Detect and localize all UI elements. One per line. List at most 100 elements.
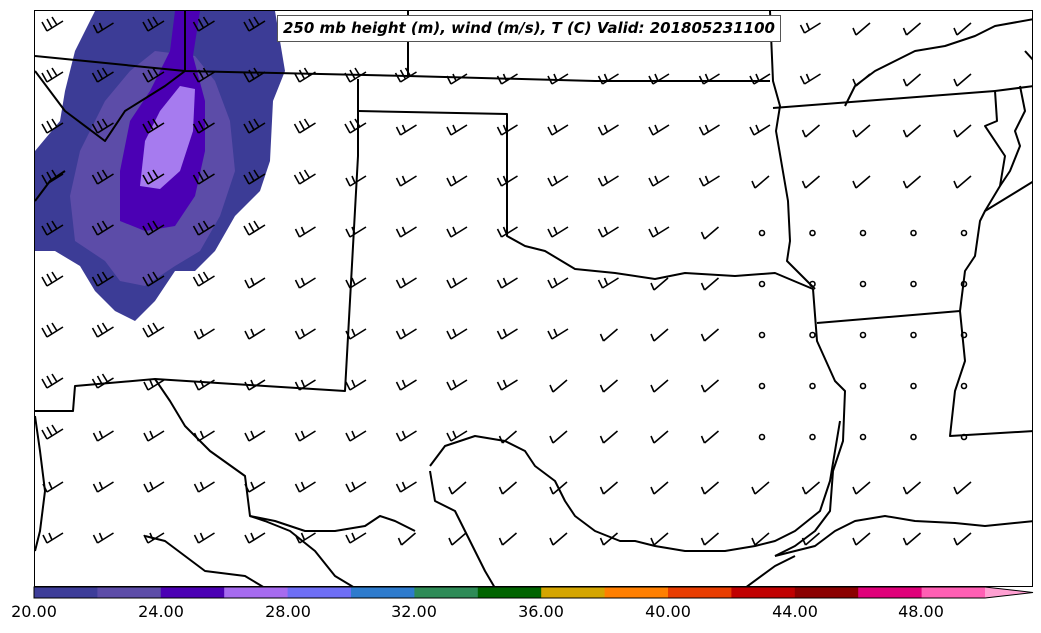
wind-barb <box>446 124 468 136</box>
colorbar-segment <box>921 587 986 598</box>
wind-barb <box>547 328 569 340</box>
wind-barb <box>496 175 518 187</box>
wind-barb <box>597 73 619 85</box>
temperature-fill <box>35 11 285 321</box>
wind-barb <box>902 22 922 36</box>
wind-barb <box>192 67 215 83</box>
wind-barb <box>650 430 669 444</box>
wind-barb <box>700 277 720 291</box>
wind-barb <box>852 532 871 546</box>
wind-barb <box>549 481 568 495</box>
wind-barb <box>446 430 468 442</box>
wind-barb <box>92 430 114 442</box>
colorbar-segment <box>668 587 732 598</box>
tick-label-44: 44.00 <box>772 602 818 621</box>
wind-barb-calm <box>859 331 867 339</box>
wind-barb <box>852 175 871 189</box>
wind-barb <box>953 532 972 546</box>
wind-barb <box>41 16 64 32</box>
wind-barb <box>902 481 922 495</box>
wind-barb <box>597 124 619 136</box>
wind-barb <box>293 67 316 83</box>
wind-barb <box>395 277 417 289</box>
map-canvas <box>35 11 1032 586</box>
wind-barb <box>345 175 367 187</box>
colorbar-segment <box>224 587 289 598</box>
wind-barb <box>446 277 468 289</box>
wind-barb-calm <box>960 331 968 339</box>
wind-barb <box>700 481 720 495</box>
wind-barb <box>852 481 871 495</box>
wind-barb-calm <box>910 382 917 390</box>
wind-barb <box>41 220 64 236</box>
wind-barb <box>193 328 215 340</box>
wind-barb-calm <box>859 229 867 237</box>
wind-barb <box>92 22 114 34</box>
wind-barb-calm <box>960 280 968 288</box>
wind-barb <box>801 124 821 138</box>
wind-barb <box>243 220 266 236</box>
wind-barb <box>700 430 720 444</box>
wind-barb <box>294 379 316 391</box>
wind-barb <box>243 16 266 32</box>
wind-barb <box>650 277 669 291</box>
wind-barb <box>92 532 114 544</box>
wind-barb <box>953 175 972 189</box>
wind-barb <box>799 22 821 34</box>
wind-barb <box>395 328 417 340</box>
wind-barbs <box>41 16 972 546</box>
wind-barb <box>294 532 316 544</box>
wind-barb <box>496 226 518 238</box>
colorbar-segment <box>794 587 859 598</box>
wind-barb <box>698 175 720 187</box>
wind-barb <box>599 379 619 393</box>
wind-barb <box>91 271 114 287</box>
wind-barb-calm <box>859 433 867 441</box>
wind-barb-calm <box>758 433 766 441</box>
wind-barb <box>345 532 367 544</box>
wind-barb-calm <box>910 331 917 339</box>
wind-barb <box>498 481 518 495</box>
wind-barb <box>852 124 871 138</box>
wind-barb <box>193 379 215 391</box>
wind-barb <box>902 73 922 87</box>
wind-barb <box>91 373 114 389</box>
wind-barb-calm <box>910 433 917 441</box>
wind-barb-calm <box>809 229 816 237</box>
wind-barb <box>749 124 771 136</box>
wind-barb <box>244 328 266 340</box>
colorbar-segment <box>351 587 415 598</box>
wind-barb <box>547 124 569 136</box>
wind-barb <box>345 226 367 238</box>
wind-barb <box>142 67 165 83</box>
wind-barb <box>91 220 114 236</box>
wind-barb <box>953 481 972 495</box>
wind-barb <box>142 220 165 236</box>
wind-barb <box>243 118 266 134</box>
wind-barb <box>193 430 215 442</box>
wind-barb <box>143 481 165 493</box>
wind-barb <box>395 124 417 136</box>
wind-barb <box>344 67 367 83</box>
wind-barb <box>394 67 417 83</box>
wind-barb <box>599 532 619 546</box>
wind-barb <box>42 481 64 493</box>
wind-barb <box>294 481 316 493</box>
wind-barb <box>446 328 468 340</box>
wind-barb <box>446 175 468 187</box>
wind-barb-calm <box>758 229 766 237</box>
wind-barb <box>700 226 720 240</box>
wind-barb <box>599 430 619 444</box>
wind-barb <box>953 73 972 87</box>
wind-barb <box>801 481 821 495</box>
wind-barb <box>41 118 64 134</box>
wind-barb <box>751 175 770 189</box>
wind-barb <box>91 67 114 83</box>
wind-barb <box>244 277 266 289</box>
wind-barb <box>751 532 770 546</box>
wind-barb <box>549 532 568 546</box>
wind-barb <box>244 532 266 544</box>
colorbar-segment <box>477 587 542 598</box>
wind-barb <box>547 175 569 187</box>
wind-barb <box>192 118 215 134</box>
